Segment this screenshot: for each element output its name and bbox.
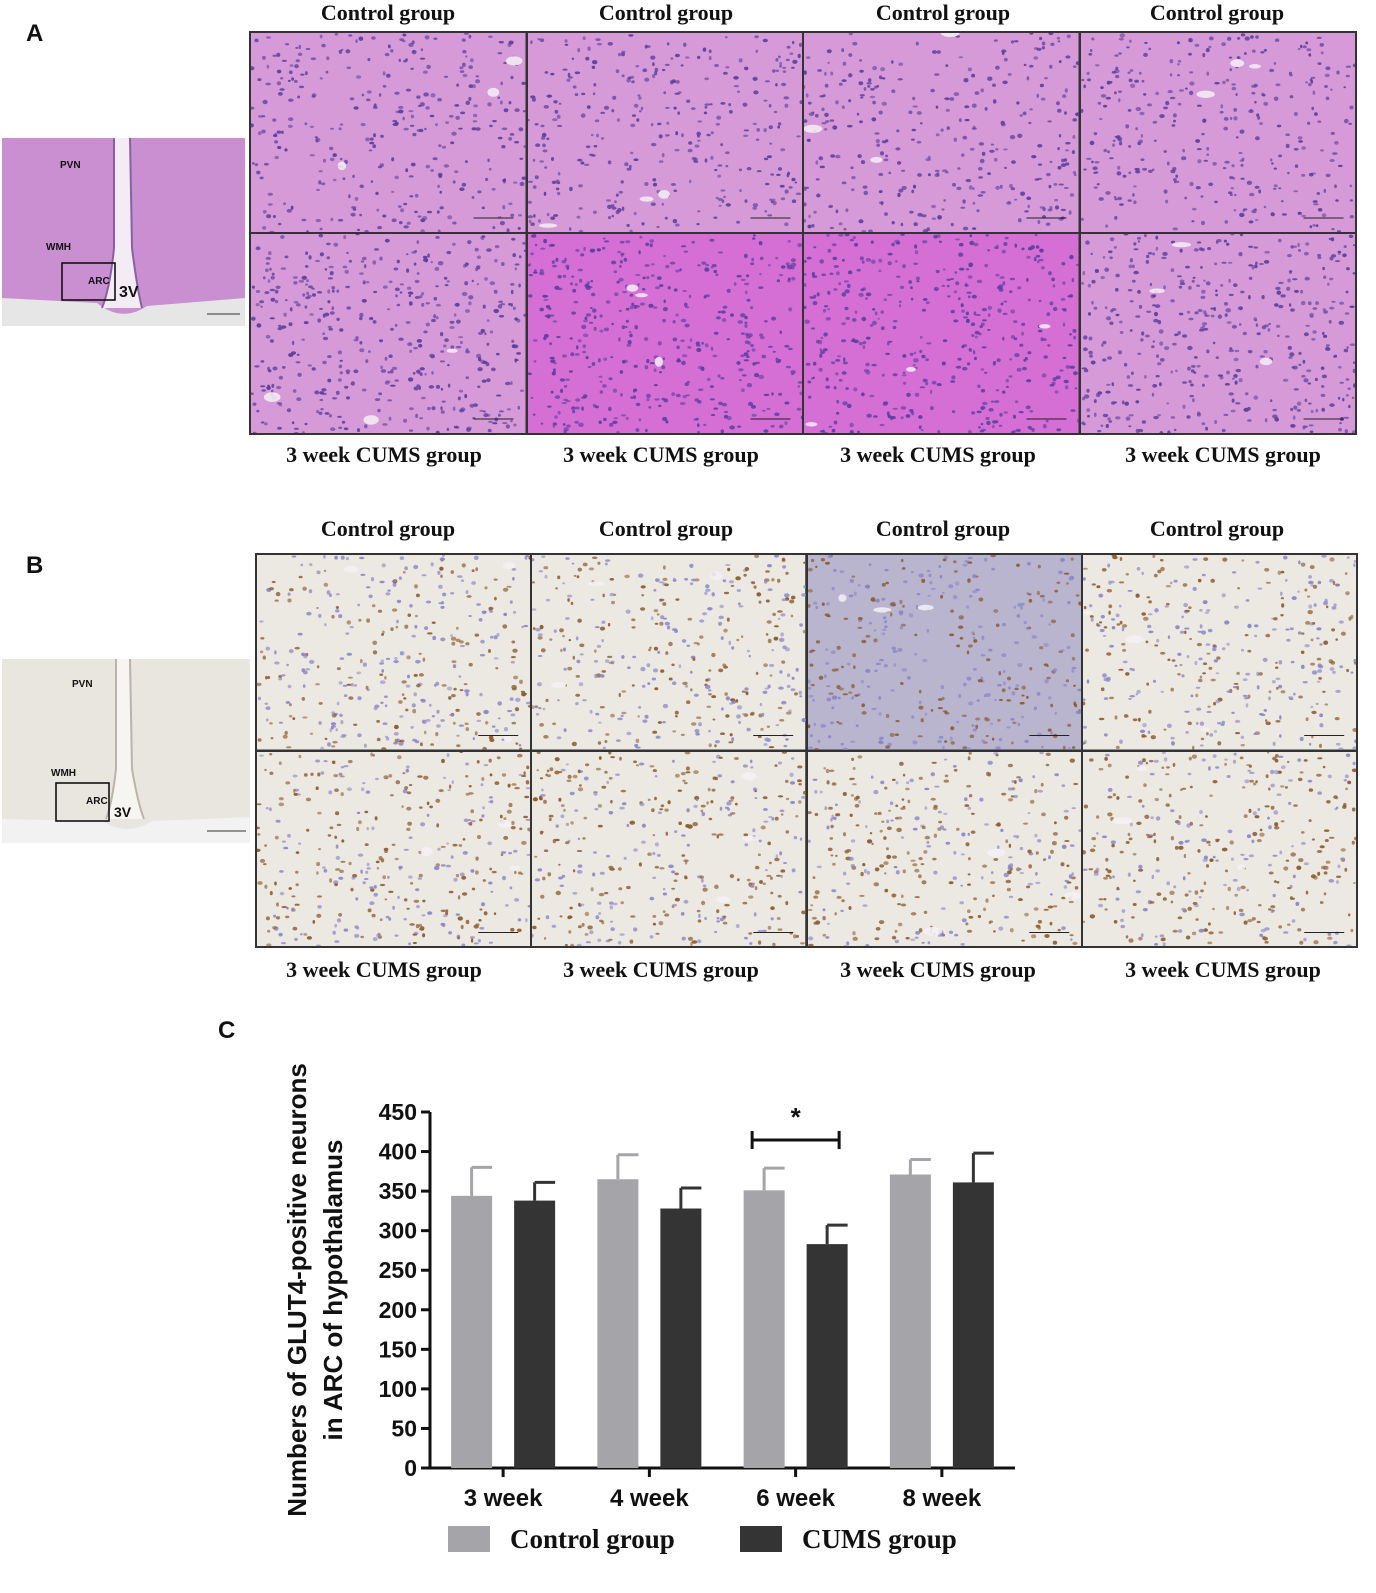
panel-a-wmh-label: WMH — [46, 242, 71, 253]
panel-a-pvn-label: PVN — [60, 160, 81, 171]
bar-control-1 — [451, 1196, 492, 1468]
panel-b-top-label-1: Control group — [249, 516, 527, 542]
legend-label-control: Control group — [510, 1524, 675, 1554]
y-tick-label: 150 — [379, 1336, 417, 1362]
bar-cums-1 — [514, 1201, 555, 1468]
panel-a-top-label-3: Control group — [804, 0, 1082, 26]
x-tick-label: 4 week — [610, 1485, 689, 1512]
panel-a-micrograph-cums-4 — [1081, 234, 1356, 433]
bar-cums-3 — [807, 1244, 848, 1468]
y-tick-label: 300 — [379, 1218, 417, 1244]
x-tick-label: 3 week — [464, 1485, 543, 1512]
panel-b-wmh-label: WMH — [51, 768, 76, 779]
panel-b-micrograph-cums-4 — [1083, 752, 1356, 947]
panel-b-bottom-label-3: 3 week CUMS group — [799, 957, 1077, 983]
panel-a-micrograph-control-3 — [804, 33, 1079, 232]
y-tick-label: 0 — [404, 1455, 417, 1481]
panel-a-micrograph-cums-3 — [804, 234, 1079, 433]
panel-b-top-label-2: Control group — [527, 516, 805, 542]
legend-swatch-cums — [740, 1526, 782, 1552]
panel-a-micrograph-control-2 — [528, 33, 803, 232]
panel-a-letter: A — [26, 20, 43, 48]
panel-a-bottom-label-3: 3 week CUMS group — [799, 442, 1077, 468]
y-tick-label: 450 — [379, 1099, 417, 1125]
panel-a-micrograph-cums-2 — [528, 234, 803, 433]
panel-b-bottom-label-2: 3 week CUMS group — [522, 957, 800, 983]
panel-b-arc-label: ARC — [86, 796, 108, 807]
bar-chart: 0 50 100 150 200 250 300 350 400 450 Numbers of GL… — [0, 1020, 1376, 1588]
x-tick-label: 8 week — [903, 1485, 982, 1512]
panel-a-micrograph-control-4 — [1081, 33, 1356, 232]
x-tick-label: 6 week — [756, 1485, 835, 1512]
panel-a-bottom-label-4: 3 week CUMS group — [1084, 442, 1362, 468]
panel-a-top-label-2: Control group — [527, 0, 805, 26]
y-tick-label: 200 — [379, 1297, 417, 1323]
bar-control-3 — [744, 1190, 785, 1468]
bar-chart-container: 0 50 100 150 200 250 300 350 400 450 Numbers of GL… — [0, 1020, 1376, 1588]
panel-a-bottom-label-1: 3 week CUMS group — [245, 442, 523, 468]
panel-b-micrograph-control-1 — [257, 555, 530, 750]
panel-b-top-label-3: Control group — [804, 516, 1082, 542]
panel-b-micrograph-grid — [255, 553, 1358, 948]
panel-b-3v-label: 3V — [114, 804, 131, 820]
panel-a-top-label-4: Control group — [1078, 0, 1356, 26]
significance-star: * — [791, 1102, 802, 1132]
legend-label-cums: CUMS group — [802, 1524, 957, 1554]
bar-cums-2 — [660, 1209, 701, 1468]
panel-b-letter: B — [26, 552, 43, 580]
y-tick-label: 400 — [379, 1139, 417, 1165]
panel-b-bottom-label-4: 3 week CUMS group — [1084, 957, 1362, 983]
panel-a-arc-label: ARC — [88, 276, 110, 287]
panel-a-micrograph-cums-1 — [251, 234, 526, 433]
panel-b-micrograph-cums-2 — [532, 752, 805, 947]
panel-b-top-label-4: Control group — [1078, 516, 1356, 542]
panel-a-micrograph-grid — [249, 31, 1357, 435]
panel-a-bottom-label-2: 3 week CUMS group — [522, 442, 800, 468]
panel-a-3v-label: 3V — [119, 284, 139, 302]
y-tick-label: 250 — [379, 1257, 417, 1283]
bar-cums-4 — [953, 1182, 994, 1468]
panel-b-micrograph-control-4 — [1083, 555, 1356, 750]
panel-a-micrograph-control-1 — [251, 33, 526, 232]
y-tick-label: 350 — [379, 1178, 417, 1204]
y-tick-label: 100 — [379, 1376, 417, 1402]
legend-swatch-control — [448, 1526, 490, 1552]
panel-b-micrograph-cums-3 — [808, 752, 1081, 947]
y-tick-label: 50 — [391, 1415, 417, 1441]
panel-a-top-label-1: Control group — [249, 0, 527, 26]
panel-b-pvn-label: PVN — [72, 679, 93, 690]
panel-b-micrograph-control-3 — [808, 555, 1081, 750]
panel-b-micrograph-cums-1 — [257, 752, 530, 947]
y-axis-title-line-2: in ARC of hypothalamus — [318, 1140, 348, 1441]
panel-b-bottom-label-1: 3 week CUMS group — [245, 957, 523, 983]
y-axis-title-line-1: Numbers of GLUT4-positive neurons — [282, 1063, 312, 1517]
bar-control-4 — [890, 1174, 931, 1468]
panel-b-micrograph-control-2 — [532, 555, 805, 750]
bar-control-2 — [597, 1179, 638, 1468]
